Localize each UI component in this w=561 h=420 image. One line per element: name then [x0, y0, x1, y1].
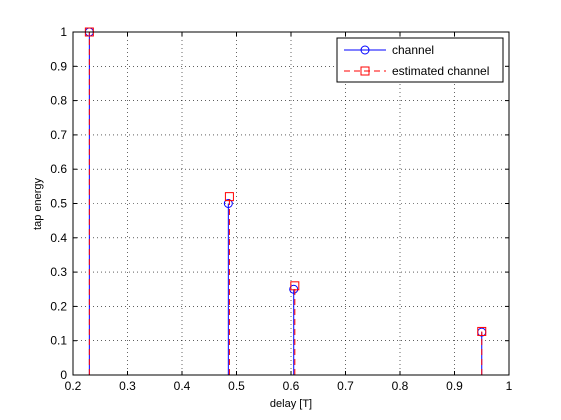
x-tick-label: 0.4: [174, 379, 191, 393]
x-axis-label: delay [T]: [270, 398, 312, 410]
grid-lines: [73, 32, 509, 375]
stem-marker-channel: [289, 284, 299, 294]
y-tick-label: 0.8: [50, 94, 67, 108]
y-tick-label: 0.5: [50, 197, 67, 211]
y-axis-label: tap energy: [32, 178, 44, 230]
legend-marker-estimated-channel: [360, 66, 370, 76]
legend-marker-channel: [360, 45, 370, 55]
x-tick-label: 0.6: [283, 379, 300, 393]
y-tick-label: 0.7: [50, 128, 67, 142]
legend: channel estimated channel: [336, 37, 504, 83]
stem-marker-estimated-channel: [224, 192, 234, 202]
stem-marker-channel: [223, 199, 233, 208]
x-tick-label: 0.7: [337, 379, 354, 393]
y-tick-label: 0.2: [50, 299, 67, 313]
y-tick-label: 0.9: [50, 59, 67, 73]
x-tick-label: 0.8: [392, 379, 409, 393]
x-tick-label: 0.9: [446, 379, 463, 393]
data-stems: [84, 27, 487, 375]
y-tick-label: 1: [60, 25, 67, 39]
y-tick-label: 0.1: [50, 334, 67, 348]
y-axis-ticks: 0 0.1 0.2 0.3 0.4 0.5 0.6 0.7 0.8 0.9 1: [50, 25, 509, 382]
stem-marker-estimated-channel: [477, 326, 487, 336]
legend-label-channel: channel: [392, 43, 434, 57]
y-tick-label: 0: [60, 368, 67, 382]
y-tick-label: 0.6: [50, 162, 67, 176]
stem-marker-estimated-channel: [290, 281, 300, 291]
x-tick-label: 0.3: [119, 379, 136, 393]
y-tick-label: 0.4: [50, 231, 67, 245]
x-tick-label: 0.2: [65, 379, 82, 393]
x-axis-ticks: 0.2 0.3 0.4 0.5 0.6 0.7 0.8 0.9 1: [65, 32, 513, 393]
y-tick-label: 0.3: [50, 265, 67, 279]
x-tick-label: 0.5: [228, 379, 245, 393]
legend-label-estimated-channel: estimated channel: [392, 64, 489, 78]
plot-area: [73, 32, 509, 375]
x-tick-label: 1: [506, 379, 513, 393]
